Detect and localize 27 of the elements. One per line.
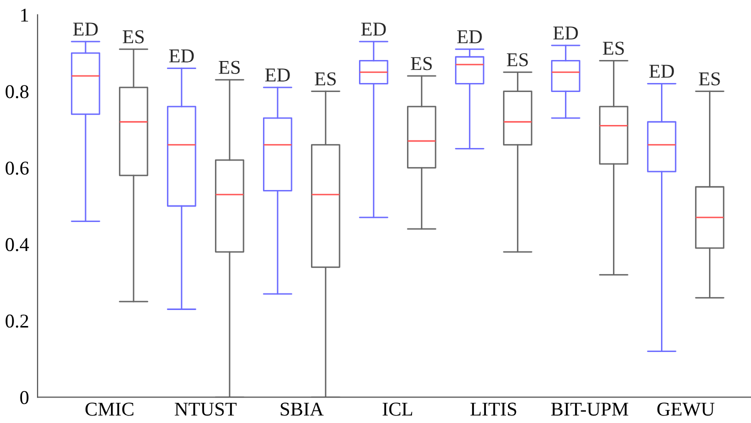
- y-tick-label: 0.4: [6, 238, 29, 252]
- x-tick-label: GEWU: [657, 402, 714, 416]
- y-tick-label: 0.6: [6, 162, 29, 175]
- y-tick-label: 1: [21, 8, 28, 22]
- x-tick-label: CMIC: [86, 402, 134, 416]
- text: ES: [218, 60, 240, 74]
- text: ED: [73, 22, 98, 36]
- x-tick-label: NTUST: [174, 402, 237, 416]
- y-tick-label: 0.8: [6, 85, 28, 98]
- text: ED: [361, 22, 386, 36]
- x-tick-label: ICL: [382, 402, 412, 416]
- y-tick-label: 0.2: [6, 314, 28, 328]
- series-label: ES: [506, 53, 528, 66]
- series-label: ED: [457, 30, 482, 44]
- text: ED: [553, 26, 578, 40]
- text: ES: [122, 30, 144, 44]
- x-tick-label: LITIS: [470, 402, 516, 416]
- text: ES: [314, 72, 336, 86]
- x-tick-label: SBIA: [280, 402, 324, 416]
- y-tick-label: 0: [20, 391, 28, 404]
- x-tick-label: BIT-UPM: [551, 402, 628, 416]
- text: ED: [265, 68, 290, 82]
- text: ES: [410, 57, 432, 70]
- text: ES: [602, 42, 624, 55]
- text: ES: [698, 72, 720, 86]
- text: ED: [169, 50, 194, 62]
- text: ED: [649, 64, 674, 78]
